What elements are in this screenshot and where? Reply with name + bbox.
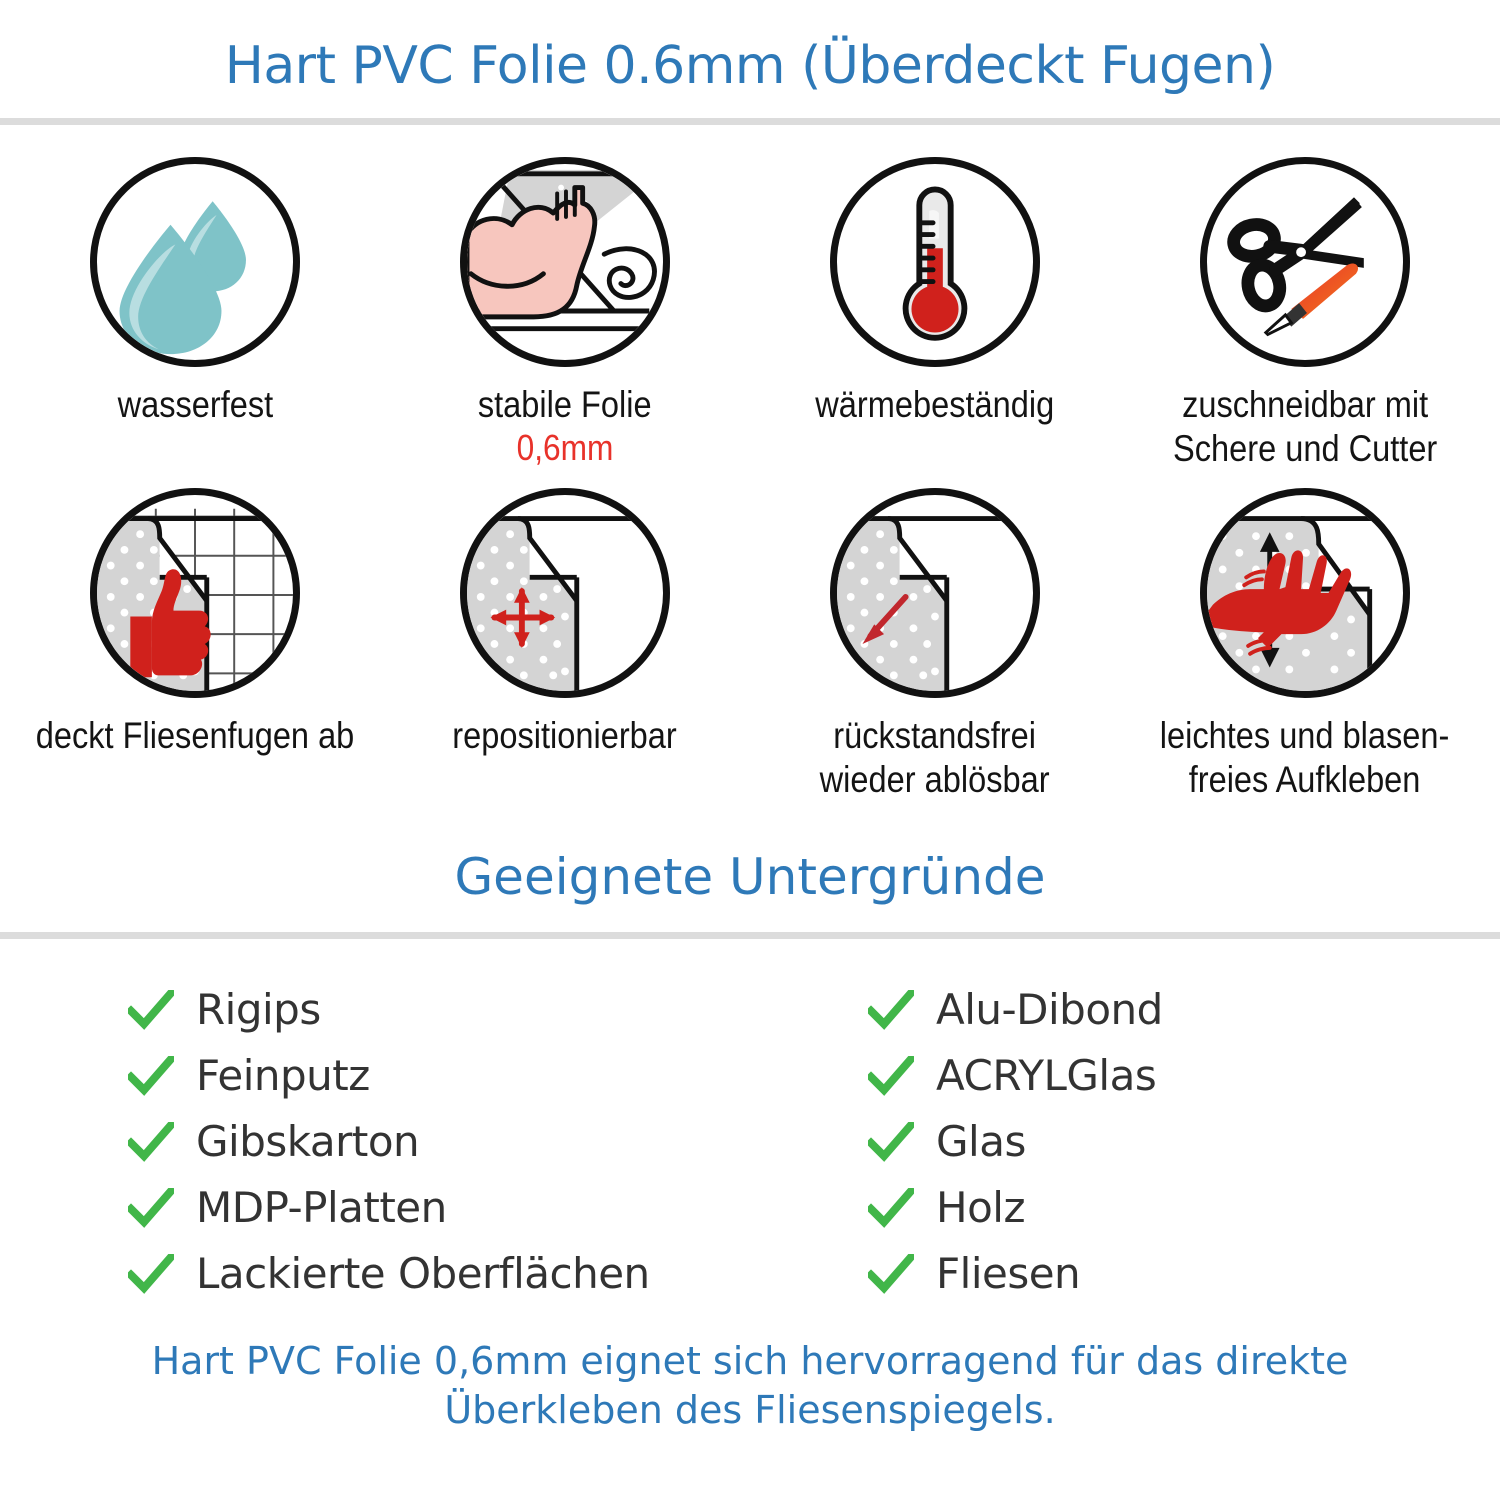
thumbs-up-tile-icon	[90, 488, 300, 699]
check-icon	[128, 1253, 174, 1294]
list-item: Glas	[868, 1113, 1163, 1171]
list-item: MDP-Platten	[128, 1179, 868, 1237]
feature-zuschneidbar: zuschneidbar mit Schere und Cutter	[1120, 157, 1490, 470]
feature-label: rückstandsfrei wieder ablösbar	[820, 715, 1050, 800]
divider-mid	[0, 931, 1500, 939]
substrate-column-left: Rigips Feinputz Gibskarton MDP-Platten L…	[128, 981, 868, 1303]
list-item-label: Gibskarton	[196, 1117, 420, 1167]
list-item-label: Holz	[936, 1183, 1026, 1233]
divider-top	[0, 118, 1500, 125]
check-icon	[128, 1121, 174, 1162]
list-item: Alu-Dibond	[868, 981, 1163, 1039]
feature-wasserfest: wasserfest	[10, 157, 380, 470]
feature-grid: wasserfest	[0, 125, 1500, 802]
strong-arm-foil-icon	[460, 157, 670, 367]
substrate-checklists: Rigips Feinputz Gibskarton MDP-Platten L…	[0, 939, 1500, 1303]
four-way-arrow-icon	[460, 488, 670, 699]
list-item: Feinputz	[128, 1047, 868, 1105]
smoothing-hand-icon	[1200, 488, 1410, 699]
page-title: Hart PVC Folie 0.6mm (Überdeckt Fugen)	[224, 36, 1276, 96]
feature-label: leichtes und blasen- freies Aufkleben	[1160, 715, 1450, 800]
list-item: Rigips	[128, 981, 868, 1039]
feature-label: repositionierbar	[452, 715, 678, 757]
list-item: Gibskarton	[128, 1113, 868, 1171]
feature-waermebestaendig: wärmebeständig	[750, 157, 1120, 470]
scissors-cutter-icon	[1200, 157, 1410, 367]
check-icon	[128, 989, 174, 1030]
feature-label: stabile Folie	[478, 384, 652, 425]
feature-label: wasserfest	[117, 384, 273, 425]
feature-sublabel: 0,6mm	[516, 426, 614, 468]
peel-arrow-icon	[830, 488, 1040, 699]
feature-label: deckt Fliesenfugen ab	[35, 715, 355, 757]
list-item-label: Rigips	[196, 985, 321, 1035]
list-item: Lackierte Oberflächen	[128, 1245, 868, 1303]
check-icon	[128, 1055, 174, 1096]
list-item-label: MDP-Platten	[196, 1183, 447, 1233]
check-icon	[868, 1187, 914, 1228]
water-drops-icon	[90, 157, 300, 367]
check-icon	[868, 989, 914, 1030]
substrate-column-right: Alu-Dibond ACRYLGlas Glas Holz Fliesen	[868, 981, 1163, 1303]
feature-deckt-fliesenfugen: deckt Fliesenfugen ab	[10, 488, 380, 801]
check-icon	[868, 1253, 914, 1294]
list-item-label: Lackierte Oberflächen	[196, 1249, 650, 1299]
feature-stabile-folie: stabile Folie 0,6mm	[380, 157, 750, 470]
list-item: Fliesen	[868, 1245, 1163, 1303]
list-item-label: Alu-Dibond	[936, 985, 1163, 1035]
substrates-heading: Geeignete Untergründe	[454, 847, 1046, 906]
check-icon	[128, 1187, 174, 1228]
feature-label: zuschneidbar mit Schere und Cutter	[1172, 384, 1438, 469]
check-icon	[868, 1055, 914, 1096]
list-item-label: ACRYLGlas	[936, 1051, 1157, 1101]
list-item-label: Fliesen	[936, 1249, 1081, 1299]
list-item: ACRYLGlas	[868, 1047, 1163, 1105]
footer-note: Hart PVC Folie 0,6mm eignet sich hervorr…	[151, 1338, 1349, 1433]
list-item-label: Feinputz	[196, 1051, 370, 1101]
list-item: Holz	[868, 1179, 1163, 1237]
feature-blasenfreies-aufkleben: leichtes und blasen- freies Aufkleben	[1120, 488, 1490, 801]
feature-repositionierbar: repositionierbar	[380, 488, 750, 801]
list-item-label: Glas	[936, 1117, 1026, 1167]
feature-rueckstandsfrei: rückstandsfrei wieder ablösbar	[750, 488, 1120, 801]
check-icon	[868, 1121, 914, 1162]
feature-label: wärmebeständig	[815, 384, 1055, 425]
thermometer-icon	[830, 157, 1040, 367]
